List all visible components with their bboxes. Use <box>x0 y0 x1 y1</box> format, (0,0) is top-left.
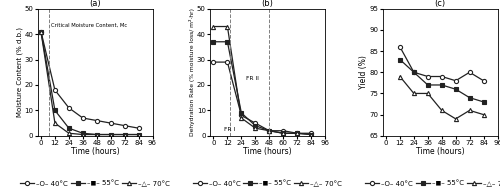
Text: FR II: FR II <box>246 76 259 81</box>
X-axis label: Time (hours): Time (hours) <box>70 147 120 156</box>
Title: (c): (c) <box>434 0 446 8</box>
Text: Critical Moisture Content, Mc: Critical Moisture Content, Mc <box>51 23 127 28</box>
X-axis label: Time (hours): Time (hours) <box>243 147 292 156</box>
Title: (a): (a) <box>89 0 101 8</box>
Text: FR I: FR I <box>224 127 235 132</box>
Y-axis label: Moisture Content (% d.b.): Moisture Content (% d.b.) <box>16 27 23 117</box>
Y-axis label: Yield (%): Yield (%) <box>359 55 368 89</box>
Legend: –O– 40°C, –◼– 55°C, –△– 70°C: –O– 40°C, –◼– 55°C, –△– 70°C <box>362 177 500 190</box>
Legend: –O– 40°C, –◼– 55°C, –△– 70°C: –O– 40°C, –◼– 55°C, –△– 70°C <box>190 177 345 190</box>
Y-axis label: Dehydration Rate (% moisture loss/ m²·hr): Dehydration Rate (% moisture loss/ m²·hr… <box>190 8 196 136</box>
X-axis label: Time (hours): Time (hours) <box>416 147 465 156</box>
Legend: –O– 40°C, –◼– 55°C, –△– 70°C: –O– 40°C, –◼– 55°C, –△– 70°C <box>18 177 172 190</box>
Title: (b): (b) <box>262 0 274 8</box>
